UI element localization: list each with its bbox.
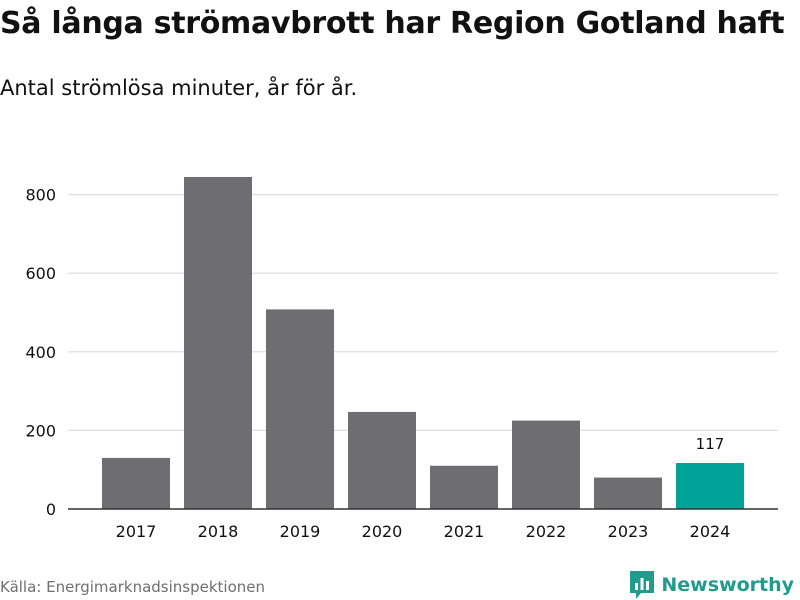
bar	[348, 411, 416, 509]
x-tick-label: 2017	[116, 522, 157, 541]
data-label: 117	[696, 435, 725, 453]
bar	[266, 309, 334, 509]
bar	[184, 176, 252, 509]
bar	[102, 457, 170, 509]
y-tick-label: 0	[46, 500, 56, 519]
x-tick-label: 2023	[608, 522, 649, 541]
y-tick-label: 800	[25, 186, 56, 205]
source-note: Källa: Energimarknadsinspektionen	[0, 578, 266, 596]
x-tick-label: 2024	[690, 522, 731, 541]
bar	[512, 420, 580, 509]
y-tick-label: 400	[25, 343, 56, 362]
bar	[430, 465, 498, 509]
chart-title: Så långa strömavbrott har Region Gotland…	[0, 6, 785, 41]
bar	[594, 477, 662, 509]
x-tick-label: 2020	[362, 522, 403, 541]
newsworthy-logo-icon	[630, 571, 655, 599]
brand-name: Newsworthy	[661, 574, 794, 596]
x-tick-label: 2018	[198, 522, 239, 541]
y-tick-label: 600	[25, 264, 56, 283]
x-tick-label: 2019	[280, 522, 321, 541]
chart-subtitle: Antal strömlösa minuter, år för år.	[0, 76, 358, 100]
y-tick-label: 200	[25, 421, 56, 440]
brand-logo: Newsworthy	[629, 570, 794, 600]
x-tick-label: 2022	[526, 522, 567, 541]
bar	[676, 463, 744, 509]
x-tick-label: 2021	[444, 522, 485, 541]
